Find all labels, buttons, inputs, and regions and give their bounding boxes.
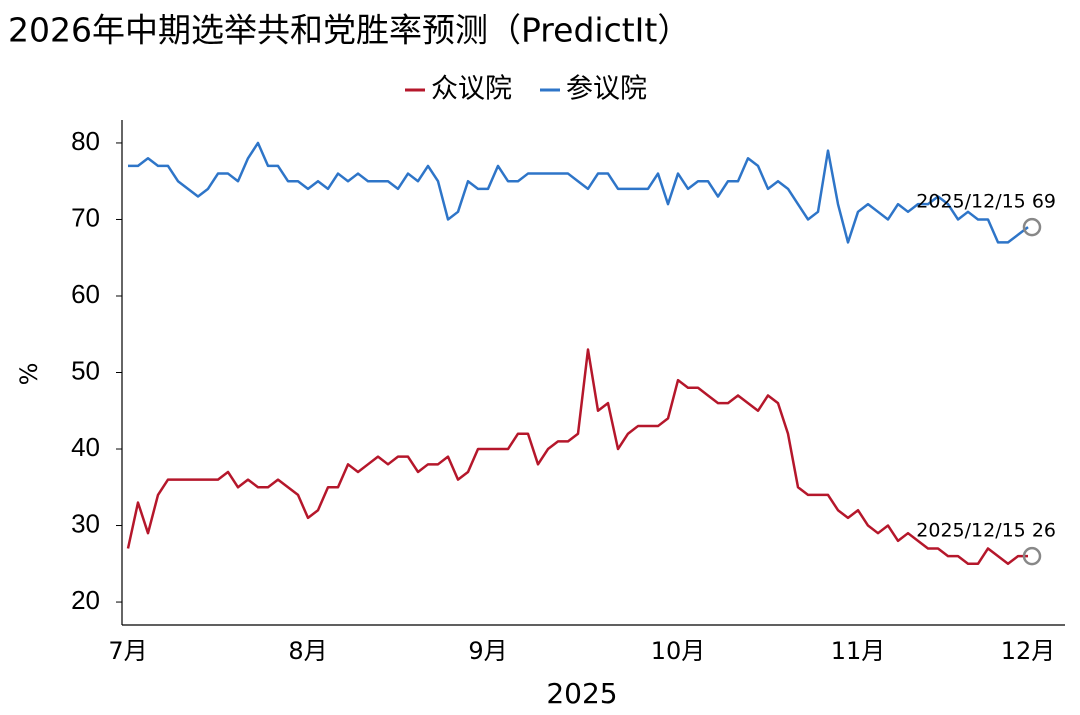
annotation: 2025/12/15 69 — [916, 191, 1056, 213]
end-marker — [1022, 546, 1042, 566]
legend-label: 参议院 — [566, 74, 647, 105]
x-tick-label: 7月 — [108, 637, 147, 665]
chart-title: 2026年中期选举共和党胜率预测（PredictIt） — [8, 11, 690, 50]
x-axis-label: 2025 — [546, 677, 617, 710]
y-tick-label: 70 — [71, 202, 100, 232]
y-tick-label: 50 — [71, 355, 100, 385]
y-axis-label: % — [15, 363, 43, 386]
end-marker — [1022, 217, 1042, 237]
x-tick-label: 9月 — [468, 637, 507, 665]
x-tick-label: 12月 — [1001, 637, 1056, 665]
y-tick-label: 60 — [71, 279, 100, 309]
series-line — [126, 348, 1028, 566]
x-tick-label: 10月 — [651, 637, 706, 665]
x-tick-label: 8月 — [288, 637, 327, 665]
x-tick-label: 11月 — [831, 637, 886, 665]
legend-label: 众议院 — [431, 74, 512, 105]
annotation: 2025/12/15 26 — [916, 520, 1056, 542]
y-tick-label: 80 — [71, 126, 100, 156]
y-tick-label: 40 — [71, 432, 100, 462]
y-tick-label: 30 — [71, 508, 100, 538]
y-tick-label: 20 — [71, 585, 100, 615]
series-line — [128, 141, 1029, 244]
